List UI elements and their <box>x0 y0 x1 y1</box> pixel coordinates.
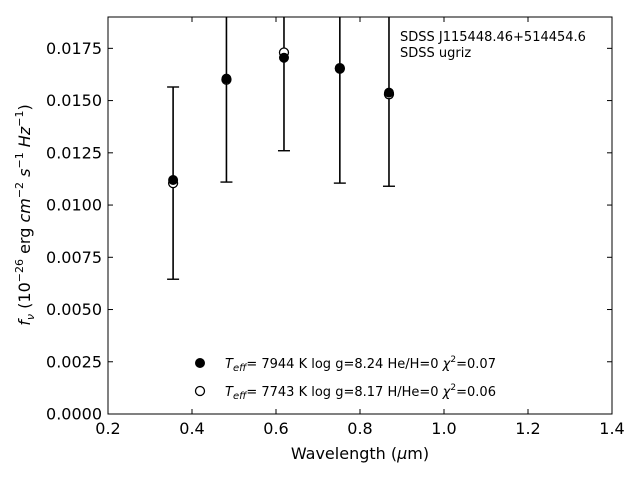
y-tick-label: 0.0125 <box>46 143 102 162</box>
point-filled <box>383 87 394 98</box>
annotation-object: SDSS J115448.46+514454.6 <box>400 30 586 45</box>
annotation-survey: SDSS ugriz <box>400 46 471 61</box>
y-tick-label: 0.0150 <box>46 91 102 110</box>
x-axis: 0.2 0.4 0.6 0.8 1.0 1.2 1.4 <box>95 17 625 438</box>
point-filled <box>168 174 179 185</box>
x-tick-label: 0.8 <box>347 419 372 438</box>
legend-entry-1: Teff= 7944 K log g=8.24 He/H=0 χ2=0.07 <box>225 355 496 374</box>
legend-marker-open <box>194 385 206 397</box>
y-tick-label: 0.0175 <box>46 39 102 58</box>
y-tick-label: 0.0025 <box>46 352 102 371</box>
x-tick-label: 0.4 <box>179 419 204 438</box>
legend-marker-filled <box>195 358 205 368</box>
point-filled <box>334 63 345 74</box>
y-axis: 0.0000 0.0025 0.0050 0.0075 0.0100 0.0125 0.01… <box>46 39 612 424</box>
x-tick-label: 1.0 <box>431 419 456 438</box>
x-tick-label: 0.2 <box>95 419 120 438</box>
y-tick-label: 0.0075 <box>46 248 102 267</box>
legend-entry-2: Teff= 7743 K log g=8.17 H/He=0 χ2=0.06 <box>225 383 496 402</box>
plot-frame <box>107 16 613 415</box>
data-points <box>167 47 395 189</box>
x-tick-label: 1.4 <box>599 419 624 438</box>
point-filled <box>221 73 232 84</box>
point-filled <box>278 52 289 63</box>
x-axis-label: Wavelength (μm) <box>291 444 429 463</box>
y-tick-label: 0.0100 <box>46 196 102 215</box>
x-tick-label: 0.6 <box>263 419 288 438</box>
svg-text:fν (10−26 erg cm−2 s−1 Hz−1): fν (10−26 erg cm−2 s−1 Hz−1) <box>13 104 37 325</box>
y-tick-label: 0.0050 <box>46 300 102 319</box>
y-axis-label: fν (10−26 erg cm−2 s−1 Hz−1) <box>13 104 37 325</box>
legend: Teff= 7944 K log g=8.24 He/H=0 χ2=0.07 T… <box>194 355 496 402</box>
x-tick-label: 1.2 <box>515 419 540 438</box>
y-tick-label: 0.0000 <box>46 405 102 424</box>
